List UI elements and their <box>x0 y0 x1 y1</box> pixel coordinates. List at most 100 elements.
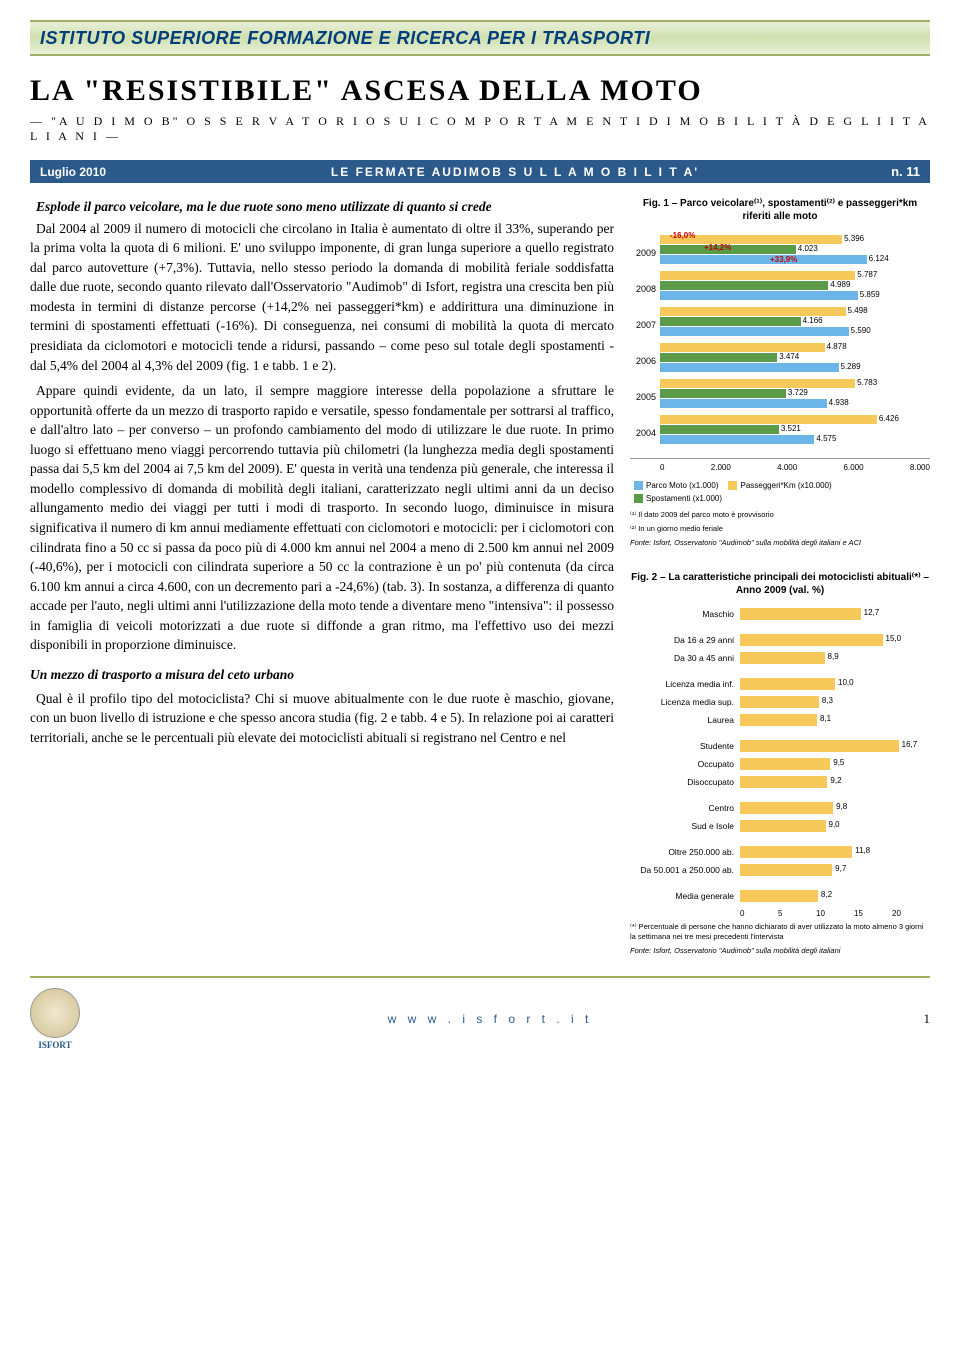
fig1-chart: 20095.3964.0236.12420085.7874.9895.85920… <box>630 229 930 459</box>
fig1-year-label: 2009 <box>630 248 660 258</box>
fig1-xtick: 4.000 <box>777 463 797 472</box>
fig2-bar-value: 8,1 <box>817 714 831 723</box>
fig2-row: Da 30 a 45 anni 8,9 <box>630 649 930 667</box>
fig1-footnote: ⁽¹⁾ Il dato 2009 del parco moto è provvi… <box>630 510 930 520</box>
fig1-xtick: 6.000 <box>844 463 864 472</box>
fig2-bar: 15,0 <box>740 634 883 646</box>
fig1-xtick: 8.000 <box>910 463 930 472</box>
fig1-bar-value: 4.575 <box>814 434 836 443</box>
fig2-category-label: Sud e Isole <box>630 821 740 831</box>
legend-label: Parco Moto (x1.000) <box>646 481 718 490</box>
fig2-bar-value: 16,7 <box>899 740 918 749</box>
fig2-bar-value: 12,7 <box>861 608 880 617</box>
fig2-chart: Maschio12,7Da 16 a 29 anni15,0Da 30 a 45… <box>630 605 930 905</box>
fig2-bar-value: 8,2 <box>818 890 832 899</box>
fig1-bar-value: 5.498 <box>846 306 868 315</box>
fig2-category-label: Disoccupato <box>630 777 740 787</box>
fig1-annotation: -16,0% <box>670 231 695 240</box>
subheading: Un mezzo di trasporto a misura del ceto … <box>30 665 614 685</box>
main-title: LA "RESISTIBILE" ASCESA DELLA MOTO <box>30 74 930 108</box>
fig1-year-label: 2008 <box>630 284 660 294</box>
fig1-bar: 3.474 <box>660 353 777 362</box>
fig1-footnote: Fonte: Isfort, Osservatorio "Audimob" su… <box>630 538 930 548</box>
fig1-bar-value: 3.521 <box>779 424 801 433</box>
fig1-bar-value: 6.426 <box>877 414 899 423</box>
fig2-category-label: Occupato <box>630 759 740 769</box>
fig2-row: Laurea8,1 <box>630 711 930 729</box>
fig2-bar-value: 8,9 <box>825 652 839 661</box>
lead-sentence: Esplode il parco veicolare, ma le due ru… <box>30 197 614 217</box>
fig2-bar: 9,5 <box>740 758 830 770</box>
isfort-logo-text: ISFORT <box>38 1040 71 1050</box>
fig1-row-2007: 20075.4984.1665.590 <box>630 307 930 343</box>
fig1-bar: 4.575 <box>660 435 814 444</box>
fig1-bar-value: 5.787 <box>855 270 877 279</box>
fig2-category-label: Laurea <box>630 715 740 725</box>
fig2-title: Fig. 2 – La caratteristiche principali d… <box>630 571 930 597</box>
fig2-row: Da 16 a 29 anni15,0 <box>630 631 930 649</box>
fig1-bar: 4.938 <box>660 399 827 408</box>
fig2-xtick: 15 <box>854 909 892 918</box>
fig1-bar-value: 4.989 <box>828 280 850 289</box>
fig2-bar: 8,1 <box>740 714 817 726</box>
fig1-row-2008: 20085.7874.9895.859 <box>630 271 930 307</box>
fig2-bar: 8,2 <box>740 890 818 902</box>
fig1-bar-value: 3.474 <box>777 352 799 361</box>
fig2-category-label: Licenza media sup. <box>630 697 740 707</box>
fig2-row: Maschio12,7 <box>630 605 930 623</box>
fig1-bar: 5.498 <box>660 307 846 316</box>
fig2-row: Licenza media inf.10,0 <box>630 675 930 693</box>
fig1-bar: 4.878 <box>660 343 825 352</box>
fig1-legend-item: Spostamenti (x1.000) <box>634 494 722 503</box>
fig1-bar-value: 4.938 <box>827 398 849 407</box>
fig2-bar-value: 15,0 <box>883 634 902 643</box>
fig1-bar-value: 5.289 <box>839 362 861 371</box>
fig1-bar-value: 3.729 <box>786 388 808 397</box>
fig2-category-label: Studente <box>630 741 740 751</box>
fig2-category-label: Media generale <box>630 891 740 901</box>
paragraph-3: Qual è il profilo tipo del motociclista?… <box>30 689 614 748</box>
fig1-bar: 4.989 <box>660 281 828 290</box>
fig1-title: Fig. 1 – Parco veicolare⁽¹⁾, spostamenti… <box>630 197 930 223</box>
fig1-bar-value: 5.396 <box>842 234 864 243</box>
fig2-bar-value: 9,8 <box>833 802 847 811</box>
fig2-bar: 9,0 <box>740 820 826 832</box>
page-number: 1 <box>900 1011 930 1027</box>
fig1-row-2009: 20095.3964.0236.124 <box>630 235 930 271</box>
fig2-bar-value: 9,2 <box>827 776 841 785</box>
fig2-row: Sud e Isole9,0 <box>630 817 930 835</box>
fig2-bar: 11,8 <box>740 846 852 858</box>
fig1-bar: 3.729 <box>660 389 786 398</box>
subtitle: — "A U D I M O B" O S S E R V A T O R I … <box>30 114 930 144</box>
fig2-row: Licenza media sup.8,3 <box>630 693 930 711</box>
org-banner: ISTITUTO SUPERIORE FORMAZIONE E RICERCA … <box>30 20 930 56</box>
fig2-bar: 9,8 <box>740 802 833 814</box>
fig2-bar-value: 11,8 <box>852 846 870 855</box>
paragraph-1: Dal 2004 al 2009 il numero di motocicli … <box>30 219 614 376</box>
fig1-legend: Parco Moto (x1.000) Passeggeri*Km (x10.00… <box>630 478 930 506</box>
fig2-row: Media generale8,2 <box>630 887 930 905</box>
fig2-category-label: Da 50.001 a 250.000 ab. <box>630 865 740 875</box>
fig2-category-label: Da 30 a 45 anni <box>630 653 740 663</box>
fig1-xtick: 0 <box>660 463 664 472</box>
legend-label: Passeggeri*Km (x10.000) <box>740 481 831 490</box>
fig2-category-label: Centro <box>630 803 740 813</box>
fig1-bar: 3.521 <box>660 425 779 434</box>
fig2-xtick: 10 <box>816 909 854 918</box>
fig1-row-2006: 20064.8783.4745.289 <box>630 343 930 379</box>
fig1-annotation: +33,9% <box>770 255 797 264</box>
fig1-bar: 5.859 <box>660 291 858 300</box>
fig2-footnote: Fonte: Isfort, Osservatorio "Audimob" su… <box>630 946 930 956</box>
fig2-row: Disoccupato 9,2 <box>630 773 930 791</box>
fig1-legend-item: Passeggeri*Km (x10.000) <box>728 481 831 490</box>
sidebar-charts: Fig. 1 – Parco veicolare⁽¹⁾, spostamenti… <box>630 197 930 956</box>
fig2-row: Oltre 250.000 ab.11,8 <box>630 843 930 861</box>
fig1-bar: 6.426 <box>660 415 877 424</box>
fig2-bar: 8,3 <box>740 696 819 708</box>
fig1-legend-item: Parco Moto (x1.000) <box>634 481 718 490</box>
fig1-bar-value: 5.859 <box>858 290 880 299</box>
fig2-footnotes: ⁽*⁾ Percentuale di persone che hanno dic… <box>630 922 930 955</box>
fig1-bar-value: 5.590 <box>849 326 871 335</box>
fig2-xtick: 20 <box>892 909 930 918</box>
fig2-bar-value: 9,7 <box>832 864 846 873</box>
